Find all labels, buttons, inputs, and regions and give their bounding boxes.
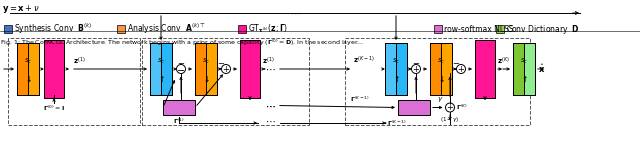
Bar: [475, 40, 495, 98]
Bar: [238, 25, 246, 33]
Text: $\hat{\mathbf{x}}$: $\hat{\mathbf{x}}$: [538, 63, 545, 75]
Text: $\mathbf{\Gamma}^{(K-1)}$: $\mathbf{\Gamma}^{(K-1)}$: [350, 94, 370, 103]
Text: $\mathbf{z}^{(K)}$: $\mathbf{z}^{(K)}$: [497, 56, 509, 67]
Text: $\uparrow$: $\uparrow$: [520, 74, 528, 84]
Text: $\mathbf{\Gamma}^{(1)}$: $\mathbf{\Gamma}^{(1)}$: [173, 117, 185, 126]
Bar: [150, 43, 172, 95]
Bar: [161, 43, 172, 95]
Circle shape: [177, 64, 186, 74]
Text: $(1-\gamma)$: $(1-\gamma)$: [440, 114, 460, 124]
Bar: [117, 25, 125, 33]
Bar: [398, 100, 430, 115]
Text: $+$: $+$: [446, 103, 454, 112]
Text: $\mathbf{\Gamma}^{(K-1)}$: $\mathbf{\Gamma}^{(K-1)}$: [387, 118, 407, 128]
Bar: [430, 43, 441, 95]
Text: $\mathbf{\Gamma}^{(K)}$: $\mathbf{\Gamma}^{(K)}$: [456, 103, 468, 112]
Circle shape: [412, 64, 420, 74]
Text: $\mathbf{z}^{(K-1)}$: $\mathbf{z}^{(K-1)}$: [353, 55, 375, 66]
Text: Conv Dictionary  $\mathbf{D}$: Conv Dictionary $\mathbf{D}$: [506, 22, 579, 35]
Text: $\uparrow$: $\uparrow$: [392, 74, 400, 84]
Bar: [240, 40, 260, 98]
Text: $s_c$: $s_c$: [520, 57, 528, 66]
Bar: [513, 43, 535, 95]
Bar: [163, 100, 195, 115]
Text: $+$: $+$: [412, 64, 420, 74]
Circle shape: [221, 64, 230, 74]
Bar: [28, 43, 39, 95]
Bar: [513, 43, 524, 95]
Bar: [150, 43, 161, 95]
Text: $\cdots$: $\cdots$: [265, 101, 275, 111]
Text: $s_c$: $s_c$: [157, 57, 165, 66]
Text: $-$: $-$: [412, 58, 420, 66]
Bar: [195, 43, 206, 95]
Bar: [430, 43, 452, 95]
Bar: [495, 25, 504, 33]
Circle shape: [456, 64, 465, 74]
Text: $-$: $-$: [217, 58, 225, 66]
Bar: [4, 25, 12, 33]
Text: row-softmax NLSS: row-softmax NLSS: [444, 24, 513, 34]
Text: $\mathbf{\Gamma}^{(0)} = \mathbf{I}$: $\mathbf{\Gamma}^{(0)} = \mathbf{I}$: [43, 104, 65, 113]
Text: $+$: $+$: [222, 64, 230, 74]
Text: $\mathbf{y} = \mathbf{x} + \nu$: $\mathbf{y} = \mathbf{x} + \nu$: [2, 3, 40, 15]
Bar: [142, 38, 309, 125]
Text: $\downarrow$: $\downarrow$: [24, 74, 32, 84]
Bar: [434, 25, 442, 33]
Text: Fig. 1: The ConvCDL Architecture. The network begins with a prior of some capaci: Fig. 1: The ConvCDL Architecture. The ne…: [0, 38, 364, 48]
Text: $\downarrow$: $\downarrow$: [437, 74, 445, 84]
Text: $\gamma$: $\gamma$: [436, 95, 444, 103]
Text: $s_c$: $s_c$: [437, 57, 445, 66]
Bar: [44, 40, 64, 98]
Text: $-$: $-$: [177, 58, 185, 66]
Text: $\cdots$: $\cdots$: [290, 8, 300, 18]
Bar: [195, 43, 217, 95]
Bar: [17, 43, 28, 95]
Text: $\cdots$: $\cdots$: [265, 101, 275, 111]
Text: $\mathbf{z}^{(1)}$: $\mathbf{z}^{(1)}$: [262, 56, 275, 67]
Circle shape: [445, 103, 454, 112]
Bar: [17, 43, 39, 95]
Bar: [396, 43, 407, 95]
Text: $s_c$: $s_c$: [24, 57, 32, 66]
Text: $+$: $+$: [457, 64, 465, 74]
Text: $-$: $-$: [177, 64, 186, 74]
Text: $\uparrow$: $\uparrow$: [157, 74, 165, 84]
Bar: [206, 43, 217, 95]
Bar: [524, 43, 535, 95]
Text: Synthesis Conv  $\mathbf{B}^{(k)}$: Synthesis Conv $\mathbf{B}^{(k)}$: [14, 22, 92, 36]
Text: $\mathbf{z}^{(1)}$: $\mathbf{z}^{(1)}$: [73, 56, 86, 67]
Text: $s_c$: $s_c$: [202, 57, 210, 66]
Bar: [385, 43, 396, 95]
Text: $\mathrm{GT}_{\mathbf{\tau}^{(k)}}(\mathbf{z};\mathbf{\Gamma})$: $\mathrm{GT}_{\mathbf{\tau}^{(k)}}(\math…: [248, 23, 289, 35]
Text: $\cdots$: $\cdots$: [265, 64, 275, 74]
Bar: [345, 38, 530, 125]
Bar: [8, 38, 140, 125]
Bar: [385, 43, 407, 95]
Text: $s_c$: $s_c$: [392, 57, 400, 66]
Text: $-$: $-$: [452, 58, 460, 66]
Text: Analysis Conv  $\mathbf{A}^{(k)\top}$: Analysis Conv $\mathbf{A}^{(k)\top}$: [127, 22, 205, 36]
Text: $\cdots$: $\cdots$: [265, 116, 275, 126]
Bar: [441, 43, 452, 95]
Text: $\downarrow$: $\downarrow$: [202, 74, 210, 84]
